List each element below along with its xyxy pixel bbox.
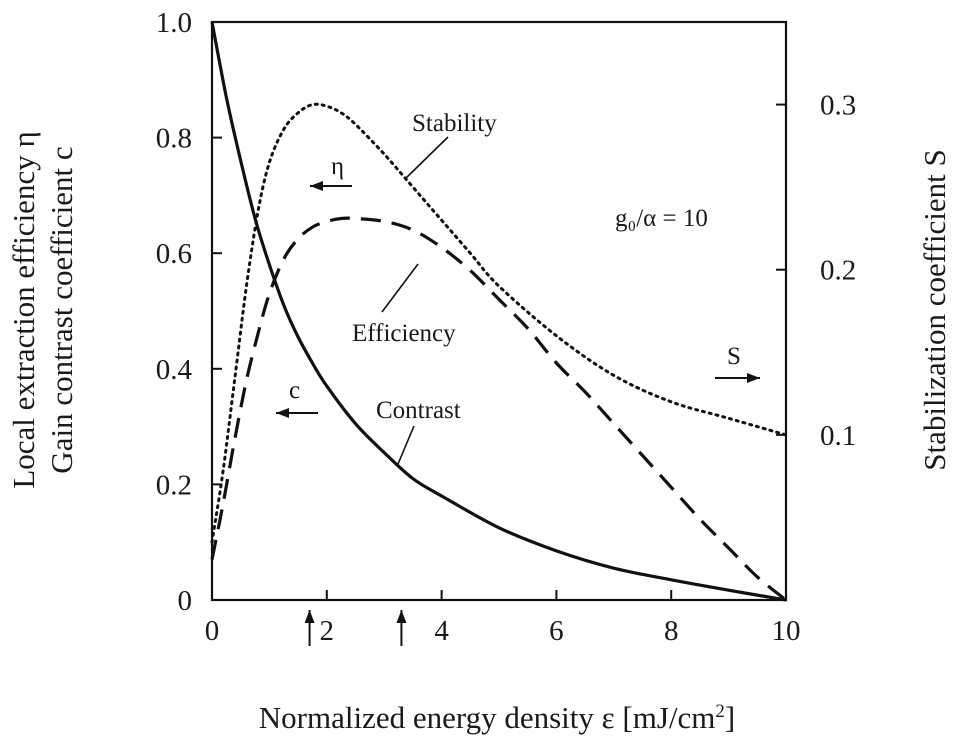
- y-left-tick-label-5: 1.0: [156, 7, 192, 39]
- y-left-tick-label-1: 0.2: [156, 469, 192, 501]
- y-left-tick-label-3: 0.6: [156, 238, 192, 270]
- eta-direction-arrow-head: [310, 181, 323, 191]
- y-axis-title-left-line1: Local extraction efficiency η: [6, 131, 41, 488]
- efficiency-leader: [381, 263, 419, 313]
- x-tick-label-1: 2: [320, 615, 335, 647]
- x-marker-arrow-0-head: [304, 610, 315, 623]
- y-right-tick-label-1: 0.2: [820, 255, 856, 287]
- y-left-tick-label-4: 0.8: [156, 123, 192, 155]
- x-tick-label-5: 10: [772, 615, 801, 647]
- parameter-label: g₀/α = 10: [615, 205, 708, 232]
- series-efficiency-line: [210, 216, 788, 602]
- contrast-leader: [397, 425, 415, 465]
- y-right-tick-label-2: 0.3: [820, 90, 856, 122]
- c-direction-arrow-head: [276, 408, 289, 418]
- series-stability-line: [210, 102, 788, 544]
- c-symbol-label: c: [289, 377, 300, 404]
- stability-leader: [405, 136, 449, 179]
- y-left-tick-label-2: 0.4: [156, 354, 193, 386]
- eta-symbol-label: η: [331, 153, 344, 180]
- y-axis-title-right: Stabilization coefficient S: [917, 149, 952, 470]
- contrast-label: Contrast: [376, 397, 461, 424]
- series-contrast-line: [210, 21, 787, 602]
- y-axis-title-left-line2: Gain contrast coefficient c: [44, 146, 79, 473]
- x-axis-title: Normalized energy density ε [mJ/cm2]: [259, 700, 736, 735]
- y-right-tick-label-0: 0.1: [820, 420, 856, 452]
- y-left-tick-label-0: 0: [178, 585, 193, 617]
- efficiency-label: Efficiency: [352, 320, 456, 347]
- x-tick-label-0: 0: [205, 615, 220, 647]
- x-tick-label-2: 4: [434, 615, 449, 647]
- s-symbol-label: S: [727, 343, 741, 370]
- stability-label: Stability: [412, 110, 497, 137]
- x-tick-label-3: 6: [549, 615, 564, 647]
- s-direction-arrow-head: [747, 373, 760, 383]
- plot-layer: 0 2 4 6 8 10 0 0.2 0.4 0.6 0.8 1.0 0.1 0.2 0.3: [156, 7, 857, 647]
- x-marker-arrow-1-head: [396, 610, 407, 623]
- plot-frame: [210, 20, 788, 602]
- x-tick-label-4: 8: [664, 615, 679, 647]
